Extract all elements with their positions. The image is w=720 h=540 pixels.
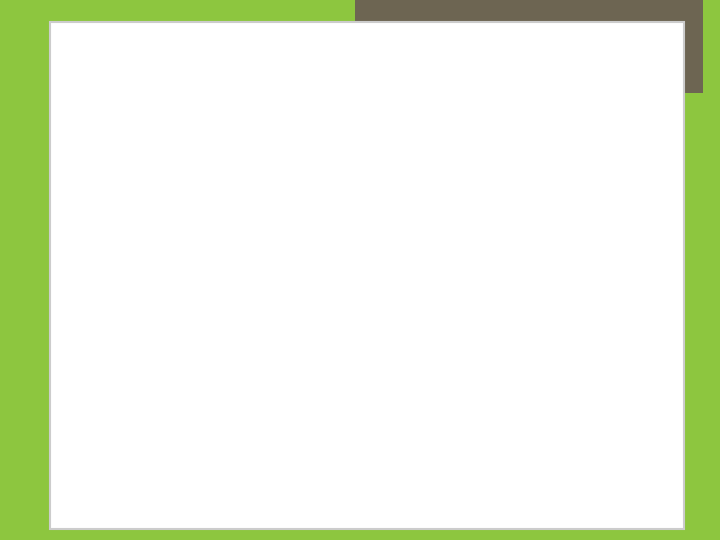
- FancyBboxPatch shape: [354, 0, 703, 93]
- Ellipse shape: [171, 193, 196, 210]
- Text: 2 ATP: 2 ATP: [117, 195, 161, 209]
- Ellipse shape: [223, 170, 248, 186]
- Ellipse shape: [231, 462, 256, 479]
- FancyArrow shape: [171, 247, 208, 359]
- Text: used: used: [539, 188, 582, 206]
- Ellipse shape: [169, 393, 195, 410]
- Ellipse shape: [274, 428, 299, 445]
- Ellipse shape: [119, 121, 144, 138]
- Text: s: s: [360, 83, 393, 137]
- Ellipse shape: [134, 428, 159, 445]
- Text: in: in: [592, 188, 614, 206]
- Text: the process: the process: [432, 221, 536, 239]
- Ellipse shape: [309, 393, 334, 410]
- Ellipse shape: [171, 29, 196, 45]
- Ellipse shape: [91, 462, 117, 479]
- FancyArrowPatch shape: [189, 208, 210, 231]
- Ellipse shape: [223, 121, 248, 138]
- Text: Glycolysi: Glycolysi: [431, 23, 626, 61]
- Ellipse shape: [119, 170, 144, 186]
- Ellipse shape: [171, 97, 196, 114]
- Text: 2 ADP + 2Pᴵ: 2 ADP + 2Pᴵ: [98, 227, 189, 241]
- Text: 2 ATP molecules are: 2 ATP molecules are: [358, 188, 546, 206]
